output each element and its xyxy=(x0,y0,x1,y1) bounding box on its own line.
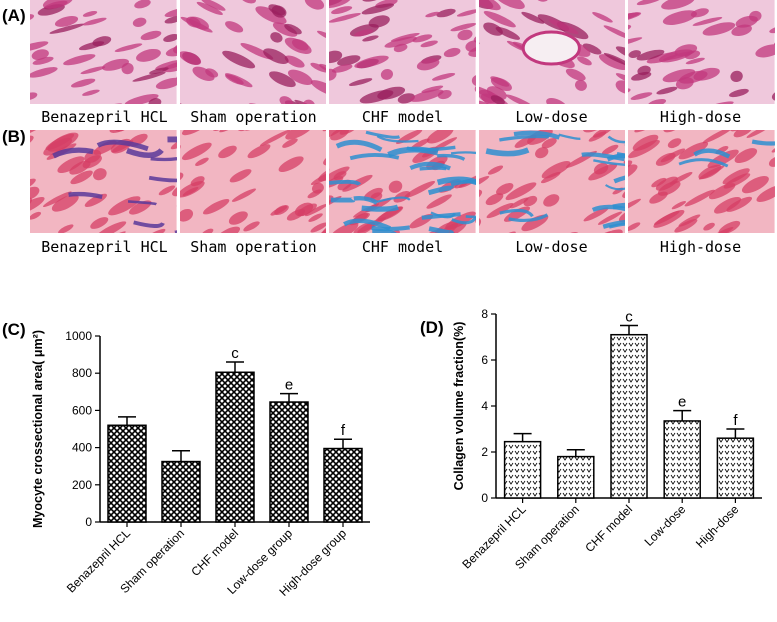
masson-micrograph-benazepril xyxy=(30,130,177,233)
x-tick-label: CHF model xyxy=(582,502,635,555)
masson-micrograph-high-dose xyxy=(628,130,775,233)
y-tick-label: 600 xyxy=(72,403,92,417)
y-tick-label: 2 xyxy=(481,445,488,459)
myocyte-area-bar-chart: 0 200 400 600 800 1000 Myocyte crossectional a… xyxy=(31,329,370,599)
caption-a-benazepril: Benazepril HCL xyxy=(41,108,168,126)
he-micrograph-sham xyxy=(179,0,327,104)
bar xyxy=(161,460,201,523)
y-tick-label: 1000 xyxy=(65,329,92,343)
caption-a-sham: Sham operation xyxy=(190,108,317,126)
bar xyxy=(503,440,542,499)
panel-b-label: (B) xyxy=(2,127,26,146)
y-tick-label: 8 xyxy=(481,307,488,321)
significance-letter: c xyxy=(231,345,239,362)
y-tick-label: 6 xyxy=(481,353,488,367)
y-tick-label: 800 xyxy=(72,366,92,380)
y-axis-title: Myocyte crossectional area( μm²) xyxy=(31,330,45,528)
y-tick-label: 200 xyxy=(72,478,92,492)
bar xyxy=(215,371,255,523)
caption-b-sham: Sham operation xyxy=(190,238,317,256)
panel-c-label: (C) xyxy=(2,320,26,339)
panel-d-label: (D) xyxy=(420,318,444,337)
panel-a-label: (A) xyxy=(2,6,26,25)
masson-micrograph-low-dose xyxy=(478,130,626,233)
significance-letter: e xyxy=(285,377,293,394)
he-micrograph-high-dose xyxy=(628,0,775,104)
y-tick-label: 400 xyxy=(72,441,92,455)
y-tick-label: 0 xyxy=(481,491,488,505)
bar xyxy=(323,447,363,523)
he-micrograph-low-dose xyxy=(478,0,626,104)
y-tick-label: 0 xyxy=(85,515,92,529)
x-tick-label: High-dose xyxy=(693,502,742,551)
y-tick-label: 4 xyxy=(481,399,488,413)
masson-micrograph-sham xyxy=(179,130,327,233)
caption-b-benazepril: Benazepril HCL xyxy=(41,238,168,256)
bar xyxy=(716,437,755,499)
bar xyxy=(663,420,701,499)
he-micrograph-benazepril xyxy=(30,0,177,104)
bar xyxy=(557,455,595,499)
caption-b-high-dose: High-dose xyxy=(659,238,742,256)
caption-b-low-dose: Low-dose xyxy=(515,238,588,256)
significance-letter: c xyxy=(625,309,633,326)
significance-letter: f xyxy=(733,412,738,429)
significance-letter: f xyxy=(341,422,346,439)
y-axis-title: Collagen volume fraction(%) xyxy=(452,322,466,491)
bar xyxy=(107,424,147,523)
he-caption-row: Benazepril HCL Sham operation CHF model … xyxy=(30,108,775,126)
caption-a-low-dose: Low-dose xyxy=(515,108,588,126)
caption-a-high-dose: High-dose xyxy=(659,108,742,126)
he-micrograph-chf xyxy=(329,0,476,104)
masson-micrograph-strip xyxy=(30,130,775,233)
bar xyxy=(269,401,309,523)
x-tick-label: CHF model xyxy=(188,526,241,579)
x-tick-label: Low-dose xyxy=(642,502,689,549)
masson-micrograph-chf xyxy=(329,130,476,233)
caption-a-chf: CHF model xyxy=(361,108,444,126)
caption-b-chf: CHF model xyxy=(361,238,444,256)
bar xyxy=(610,333,648,499)
masson-caption-row: Benazepril HCL Sham operation CHF model … xyxy=(30,238,775,256)
significance-letter: e xyxy=(678,394,686,411)
he-micrograph-strip xyxy=(30,0,775,104)
